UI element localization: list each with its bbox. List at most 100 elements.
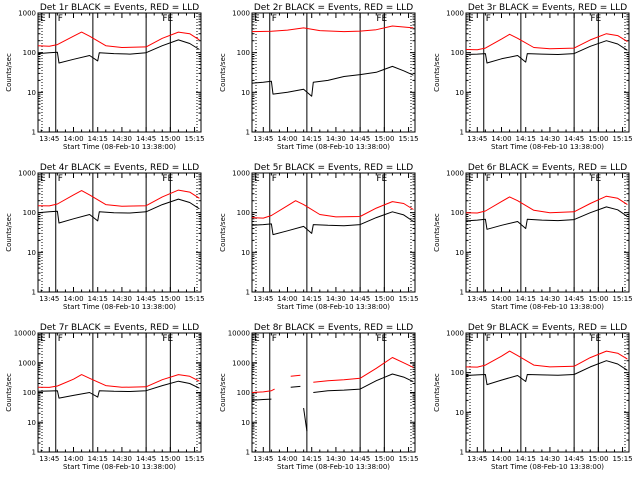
panel-det-6: Det 6r BLACK = Events, RED = LLD 1 10 100 10… <box>433 163 633 311</box>
flag-label: FE <box>376 334 387 344</box>
x-axis-label: Start Time (08-Feb-10 13:38:00) <box>491 463 604 471</box>
y-tick-label: 1000 <box>18 170 36 178</box>
flag-label: F <box>272 14 277 24</box>
plot-frame <box>465 172 630 293</box>
y-tick-label: 1 <box>460 129 464 137</box>
plot-frame <box>37 332 202 453</box>
flag-label: FE <box>162 174 173 184</box>
y-tick-label: 1 <box>32 129 36 137</box>
series-lld-line <box>251 388 275 393</box>
y-tick-label: 100 <box>23 209 36 217</box>
x-tick-label: 14:45 <box>136 135 156 143</box>
x-tick-label: 15:15 <box>184 455 204 463</box>
y-tick-label: 1000 <box>446 10 464 18</box>
y-tick-label: 10000 <box>14 330 36 338</box>
x-tick-label: 14:45 <box>564 135 584 143</box>
y-tick-label: 1 <box>246 289 250 297</box>
panel-title: Det 3r BLACK = Events, RED = LLD <box>468 3 627 13</box>
y-axis-label: Counts/sec <box>5 373 13 412</box>
y-tick-label: 100 <box>451 369 464 377</box>
x-tick-label: 15:15 <box>612 135 632 143</box>
x-tick-label: 13:45 <box>467 295 487 303</box>
x-tick-label: 14:30 <box>540 455 560 463</box>
flag-label: FE <box>162 334 173 344</box>
series-events-line <box>313 373 414 393</box>
x-tick-label: 15:00 <box>160 295 180 303</box>
series-lld-line <box>37 31 200 48</box>
x-tick-label: 15:00 <box>588 135 608 143</box>
x-tick-label: 14:45 <box>136 295 156 303</box>
x-tick-label: 14:30 <box>326 295 346 303</box>
y-axis-label: Counts/sec <box>219 213 227 252</box>
y-tick-label: 1 <box>246 129 250 137</box>
series-lld-line <box>37 374 200 388</box>
x-tick-label: 14:45 <box>350 295 370 303</box>
series-events-line <box>37 198 200 224</box>
panel-title: Det 6r BLACK = Events, RED = LLD <box>468 163 627 173</box>
x-tick-label: 13:45 <box>467 455 487 463</box>
flag-label: F <box>272 174 277 184</box>
y-tick-label: 1000 <box>446 330 464 338</box>
x-tick-label: 14:15 <box>516 455 536 463</box>
x-tick-label: 13:45 <box>39 135 59 143</box>
flag-label: E <box>468 14 474 24</box>
y-tick-label: 10 <box>455 89 464 97</box>
flag-label: E <box>254 174 260 184</box>
series-lld-line <box>313 357 414 383</box>
y-tick-label: 10 <box>455 249 464 257</box>
y-tick-label: 10 <box>241 89 250 97</box>
flag-label: E <box>40 14 46 24</box>
series-events-line <box>37 39 200 64</box>
panel-title: Det 5r BLACK = Events, RED = LLD <box>254 163 413 173</box>
series-events-line <box>465 40 628 64</box>
panel-det-9: Det 9r BLACK = Events, RED = LLD 1 10 100 10… <box>433 323 633 471</box>
x-tick-label: 14:15 <box>302 455 322 463</box>
x-tick-label: 14:15 <box>88 455 108 463</box>
panel-title: Det 4r BLACK = Events, RED = LLD <box>40 163 199 173</box>
x-tick-label: 14:00 <box>63 455 83 463</box>
series-lld-line <box>465 350 628 368</box>
y-tick-label: 1000 <box>232 170 250 178</box>
x-tick-label: 15:15 <box>184 295 204 303</box>
y-tick-label: 1 <box>246 449 250 457</box>
x-axis-label: Start Time (08-Feb-10 13:38:00) <box>63 143 176 151</box>
y-tick-label: 10 <box>241 419 250 427</box>
y-tick-label: 100 <box>23 389 36 397</box>
x-tick-label: 15:15 <box>184 135 204 143</box>
x-tick-label: 15:15 <box>398 135 418 143</box>
x-tick-label: 15:15 <box>612 455 632 463</box>
flag-label: F <box>486 334 491 344</box>
plot-frame <box>251 332 416 453</box>
plot-frame <box>465 12 630 133</box>
x-tick-label: 14:30 <box>112 135 132 143</box>
panel-title: Det 9r BLACK = Events, RED = LLD <box>468 323 627 333</box>
x-tick-label: 14:15 <box>302 135 322 143</box>
panel-det-5: Det 5r BLACK = Events, RED = LLD 1 10 100 10… <box>219 163 419 311</box>
panel-det-3: Det 3r BLACK = Events, RED = LLD 1 10 100 10… <box>433 3 633 151</box>
x-tick-label: 14:00 <box>63 135 83 143</box>
x-tick-label: 14:45 <box>136 455 156 463</box>
x-tick-label: 14:15 <box>516 135 536 143</box>
series-events-line <box>303 408 308 432</box>
x-axis-label: Start Time (08-Feb-10 13:38:00) <box>63 303 176 311</box>
flag-label: F <box>58 334 63 344</box>
series-lld-line <box>37 189 200 207</box>
y-tick-label: 1 <box>32 449 36 457</box>
x-tick-label: 15:00 <box>374 135 394 143</box>
flag-label: E <box>40 334 46 344</box>
y-tick-label: 1000 <box>18 359 36 367</box>
y-tick-label: 10 <box>27 89 36 97</box>
x-axis-label: Start Time (08-Feb-10 13:38:00) <box>63 463 176 471</box>
plot-frame <box>465 332 630 453</box>
x-tick-label: 13:45 <box>467 135 487 143</box>
panel-det-8: Det 8r BLACK = Events, RED = LLD 1 10 100 10… <box>219 323 419 471</box>
series-lld-line <box>465 195 628 214</box>
x-tick-label: 13:45 <box>39 455 59 463</box>
y-tick-label: 100 <box>451 209 464 217</box>
panel-title: Det 7r BLACK = Events, RED = LLD <box>40 323 199 333</box>
flag-label: FE <box>590 14 601 24</box>
x-tick-label: 14:30 <box>112 455 132 463</box>
x-tick-label: 13:45 <box>253 295 273 303</box>
x-tick-label: 15:00 <box>588 295 608 303</box>
series-events-line <box>251 398 272 401</box>
